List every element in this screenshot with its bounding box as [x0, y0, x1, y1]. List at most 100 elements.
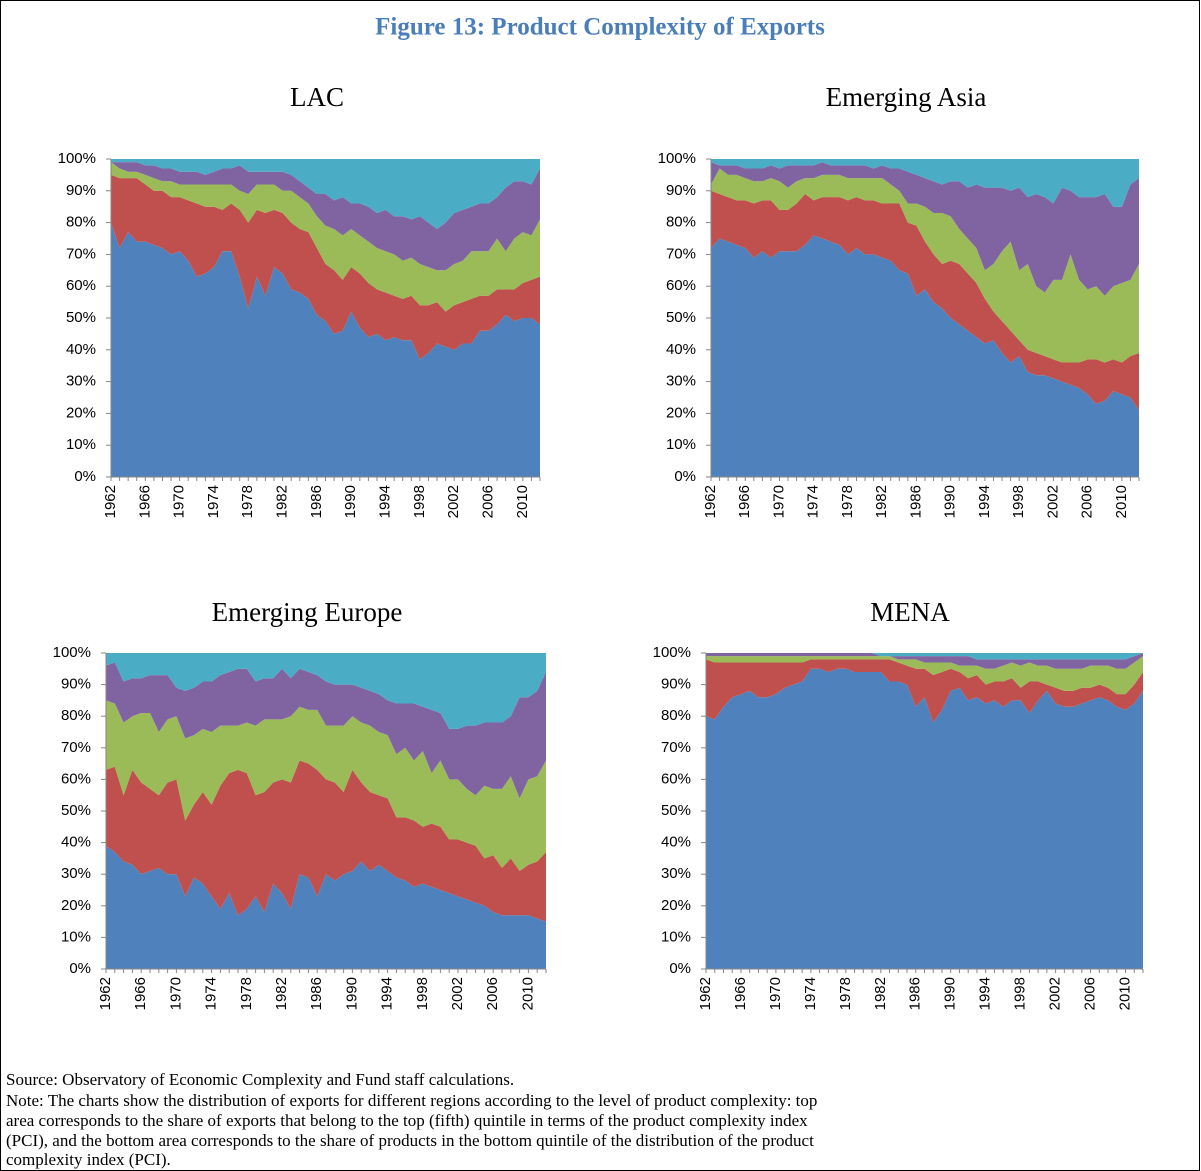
x-tick-label: 1986: [308, 485, 325, 518]
area: [711, 162, 1139, 296]
y-tick-label: 30%: [666, 373, 696, 390]
x-tick-label: 1978: [839, 485, 856, 518]
x-tick-label: 2002: [1047, 977, 1064, 1010]
x-tick-label: 1974: [805, 485, 822, 518]
x-tick-label: 1994: [377, 485, 394, 518]
y-tick-label: 10%: [61, 928, 91, 945]
y-tick-label: 100%: [653, 644, 691, 661]
y-tick-label: 20%: [66, 404, 96, 421]
x-tick-label: 1970: [171, 485, 188, 518]
y-tick-label: 40%: [661, 834, 691, 851]
x-tick-label: 1994: [977, 977, 994, 1010]
x-tick-label: 1978: [837, 977, 854, 1010]
y-tick-label: 10%: [666, 436, 696, 453]
y-tick-label: 40%: [666, 341, 696, 358]
y-tick-label: 90%: [661, 676, 691, 693]
x-tick-label: 1998: [1010, 485, 1027, 518]
x-tick-label: 1990: [342, 485, 359, 518]
y-tick-label: 70%: [66, 245, 96, 262]
chart: LAC 0% 10% 20% 30% 40% 50% 60% 70% 80% 90% 100% 1962…: [58, 82, 541, 518]
y-tick-label: 50%: [66, 309, 96, 326]
y-tick-label: 0%: [69, 960, 91, 977]
y-tick-label: 20%: [661, 897, 691, 914]
area: [706, 656, 1143, 695]
x-tick-label: 2006: [1082, 977, 1099, 1010]
y-tick-label: 20%: [61, 897, 91, 914]
x-tick-label: 1990: [343, 977, 360, 1010]
y-tick-label: 60%: [66, 277, 96, 294]
x-tick-label: 1978: [239, 485, 256, 518]
chart: MENA 0% 10% 20% 30% 40% 50% 60% 70% 80% 90% 100% 196…: [653, 597, 1144, 1010]
x-tick-label: 1970: [770, 485, 787, 518]
x-tick-label: 1974: [203, 977, 220, 1010]
area: [106, 662, 546, 799]
area: [111, 174, 540, 360]
x-tick-label: 2002: [1044, 485, 1061, 518]
x-tick-label: 1998: [1012, 977, 1029, 1010]
x-tick-label: 1974: [205, 485, 222, 518]
y-tick-label: 40%: [66, 341, 96, 358]
x-tick-label: 1986: [308, 977, 325, 1010]
note-line: (PCI), and the bottom area corresponds t…: [6, 1131, 814, 1150]
y-tick-label: 0%: [74, 468, 96, 485]
x-tick-label: 1990: [942, 977, 959, 1010]
area: [711, 235, 1139, 477]
x-tick-label: 2010: [1116, 977, 1133, 1010]
x-tick-label: 1962: [697, 977, 714, 1010]
y-tick-label: 100%: [53, 644, 91, 661]
x-tick-label: 1966: [132, 977, 149, 1010]
area: [111, 159, 540, 229]
y-tick-label: 70%: [661, 739, 691, 756]
x-tick-label: 1982: [273, 977, 290, 1010]
y-tick-label: 100%: [58, 150, 96, 167]
x-tick-label: 2006: [479, 485, 496, 518]
note-line: Note: The charts show the distribution o…: [6, 1091, 817, 1110]
y-tick-label: 20%: [666, 404, 696, 421]
area: [106, 845, 546, 969]
chart: Emerging Europe 0% 10% 20% 30% 40% 50% 60% 70% 80…: [53, 597, 547, 1010]
y-tick-label: 50%: [666, 309, 696, 326]
y-tick-label: 90%: [666, 182, 696, 199]
x-tick-label: 1982: [873, 485, 890, 518]
area: [706, 653, 1143, 660]
area: [111, 162, 540, 271]
x-tick-label: 2002: [449, 977, 466, 1010]
x-tick-label: 1970: [167, 977, 184, 1010]
y-tick-label: 70%: [666, 245, 696, 262]
x-tick-label: 1982: [872, 977, 889, 1010]
y-tick-label: 60%: [61, 770, 91, 787]
x-tick-label: 1986: [907, 485, 924, 518]
chart-title: MENA: [870, 597, 950, 627]
area: [111, 162, 540, 312]
x-tick-label: 1994: [379, 977, 396, 1010]
x-tick-label: 1978: [238, 977, 255, 1010]
x-tick-label: 2006: [484, 977, 501, 1010]
x-tick-label: 2010: [519, 977, 536, 1010]
chart-title: Emerging Europe: [212, 597, 403, 627]
x-tick-label: 1970: [767, 977, 784, 1010]
y-tick-label: 30%: [66, 373, 96, 390]
y-tick-label: 80%: [61, 707, 91, 724]
y-tick-label: 30%: [61, 865, 91, 882]
x-tick-label: 2006: [1079, 485, 1096, 518]
area: [711, 168, 1139, 363]
area: [106, 653, 546, 729]
x-tick-label: 2010: [1113, 485, 1130, 518]
x-tick-label: 2010: [514, 485, 531, 518]
y-tick-label: 100%: [658, 150, 696, 167]
area: [706, 668, 1143, 969]
x-tick-label: 1998: [414, 977, 431, 1010]
note-line: area corresponds to the share of exports…: [6, 1111, 808, 1130]
y-tick-label: 80%: [66, 214, 96, 231]
y-tick-label: 50%: [661, 802, 691, 819]
x-tick-label: 1966: [732, 977, 749, 1010]
y-tick-label: 30%: [661, 865, 691, 882]
y-tick-label: 50%: [61, 802, 91, 819]
source: Source: Observatory of Economic Complexi…: [6, 1070, 514, 1089]
x-tick-label: 2002: [445, 485, 462, 518]
area: [111, 222, 540, 477]
y-tick-label: 10%: [661, 928, 691, 945]
area: [706, 659, 1143, 723]
